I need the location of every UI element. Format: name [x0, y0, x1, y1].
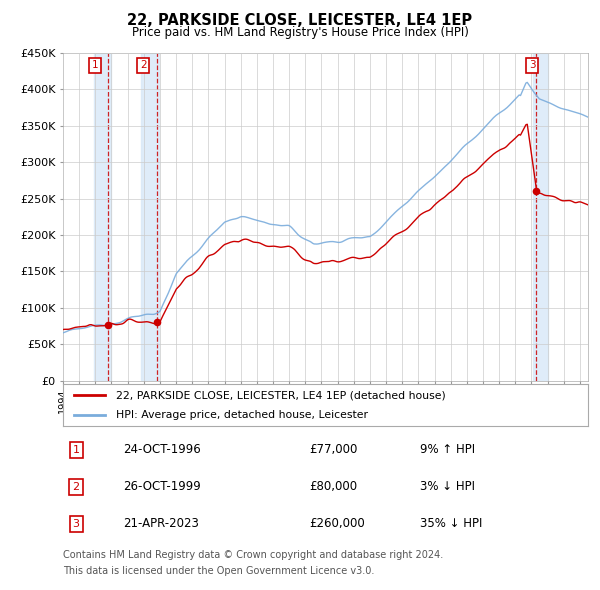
Text: 2: 2	[140, 60, 146, 70]
Text: 3: 3	[73, 519, 80, 529]
Text: 22, PARKSIDE CLOSE, LEICESTER, LE4 1EP (detached house): 22, PARKSIDE CLOSE, LEICESTER, LE4 1EP (…	[115, 391, 445, 401]
Text: £80,000: £80,000	[310, 480, 358, 493]
Bar	[142, 53, 159, 381]
Text: HPI: Average price, detached house, Leicester: HPI: Average price, detached house, Leic…	[115, 411, 367, 420]
Text: 1: 1	[73, 445, 80, 455]
Bar	[533, 53, 548, 381]
Text: Contains HM Land Registry data © Crown copyright and database right 2024.: Contains HM Land Registry data © Crown c…	[63, 550, 443, 560]
Text: Price paid vs. HM Land Registry's House Price Index (HPI): Price paid vs. HM Land Registry's House …	[131, 26, 469, 39]
Text: 21-APR-2023: 21-APR-2023	[124, 517, 199, 530]
Text: 35% ↓ HPI: 35% ↓ HPI	[420, 517, 482, 530]
Text: £260,000: £260,000	[310, 517, 365, 530]
Text: 22, PARKSIDE CLOSE, LEICESTER, LE4 1EP: 22, PARKSIDE CLOSE, LEICESTER, LE4 1EP	[127, 13, 473, 28]
Text: 3: 3	[529, 60, 536, 70]
Text: 2: 2	[73, 482, 80, 491]
Text: 1: 1	[91, 60, 98, 70]
Text: 3% ↓ HPI: 3% ↓ HPI	[420, 480, 475, 493]
Text: This data is licensed under the Open Government Licence v3.0.: This data is licensed under the Open Gov…	[63, 566, 374, 576]
Text: £77,000: £77,000	[310, 443, 358, 456]
Text: 24-OCT-1996: 24-OCT-1996	[124, 443, 201, 456]
Text: 26-OCT-1999: 26-OCT-1999	[124, 480, 201, 493]
Bar	[94, 53, 110, 381]
Text: 9% ↑ HPI: 9% ↑ HPI	[420, 443, 475, 456]
